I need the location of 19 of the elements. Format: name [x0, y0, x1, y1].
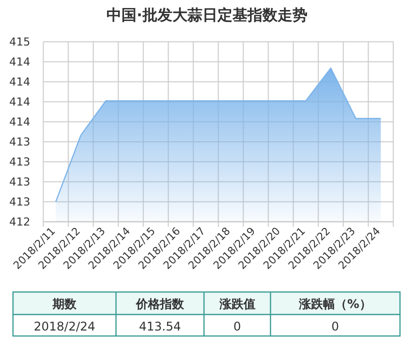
- text: 0: [331, 320, 340, 334]
- y-tick-label: 413: [9, 196, 30, 209]
- chart-title: 中国·批发大蒜日定基指数走势: [106, 6, 308, 24]
- category-label: 价格指数: [135, 297, 185, 311]
- category-label: 涨跌幅（%）: [298, 297, 372, 311]
- y-tick-label: 412: [9, 216, 30, 229]
- category-label: 期数: [52, 297, 78, 311]
- text: 0: [233, 320, 242, 334]
- y-tick-label: 415: [9, 36, 30, 49]
- y-tick-label: 414: [9, 56, 30, 69]
- y-tick-label: 413: [9, 176, 30, 189]
- y-tick-label: 413: [9, 136, 30, 149]
- text: 413.54: [139, 320, 181, 334]
- category-label: 涨跌值: [218, 297, 256, 311]
- y-tick-label: 414: [9, 76, 30, 89]
- y-tick-label: 414: [9, 116, 30, 129]
- text: 2018/2/24: [34, 320, 96, 334]
- y-tick-label: 413: [9, 156, 30, 169]
- y-tick-label: 414: [9, 96, 30, 109]
